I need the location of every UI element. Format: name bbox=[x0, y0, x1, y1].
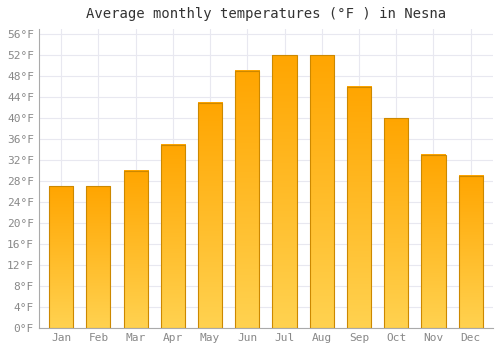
Bar bbox=[235, 71, 260, 328]
Bar bbox=[160, 145, 185, 328]
Bar bbox=[310, 55, 334, 328]
Bar bbox=[458, 176, 483, 328]
Bar bbox=[422, 155, 446, 328]
Bar bbox=[272, 55, 296, 328]
Bar bbox=[86, 187, 110, 328]
Bar bbox=[124, 171, 148, 328]
Title: Average monthly temperatures (°F ) in Nesna: Average monthly temperatures (°F ) in Ne… bbox=[86, 7, 446, 21]
Bar bbox=[198, 103, 222, 328]
Bar bbox=[384, 118, 408, 328]
Bar bbox=[49, 187, 73, 328]
Bar bbox=[347, 87, 371, 328]
